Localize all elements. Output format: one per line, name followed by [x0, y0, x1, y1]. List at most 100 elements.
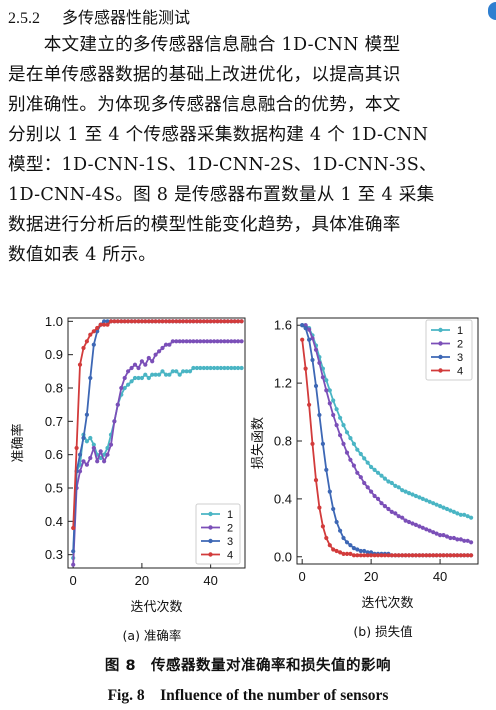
data-point: [383, 504, 387, 508]
section-heading: 2.5.2 多传感器性能测试: [8, 4, 190, 28]
data-point: [133, 363, 137, 367]
data-point: [359, 475, 363, 479]
x-axis-label: 迭代次数: [361, 595, 413, 611]
y-tick-label: 1.6: [274, 318, 292, 333]
data-point: [92, 329, 96, 333]
data-point: [341, 442, 345, 446]
data-point: [379, 474, 383, 478]
data-point: [345, 451, 349, 455]
x-tick-label: 0: [70, 573, 77, 588]
data-point: [324, 388, 328, 392]
data-point: [300, 338, 304, 342]
legend-marker: [438, 341, 442, 345]
data-point: [130, 379, 134, 383]
data-point: [188, 369, 192, 373]
data-point: [324, 536, 328, 540]
x-tick-label: 20: [364, 569, 378, 584]
data-point: [386, 507, 390, 511]
data-point: [348, 436, 352, 440]
data-point: [95, 326, 99, 330]
y-tick-label: 0.3: [45, 547, 63, 562]
data-point: [321, 442, 325, 446]
y-tick-label: 0.7: [45, 414, 63, 429]
data-point: [324, 468, 328, 472]
data-point: [99, 449, 103, 453]
legend-label: 3: [457, 352, 463, 364]
data-point: [143, 373, 147, 377]
paragraph-line: 数值如表 4 所示。: [8, 240, 490, 270]
data-point: [119, 386, 123, 390]
data-point: [126, 383, 130, 387]
data-point: [81, 436, 85, 440]
data-point: [359, 452, 363, 456]
section-title: 多传感器性能测试: [62, 8, 190, 27]
y-tick-label: 1.2: [274, 376, 292, 391]
legend-marker: [208, 512, 212, 516]
y-tick-label: 0.5: [45, 481, 63, 496]
data-point: [469, 540, 473, 544]
data-point: [355, 448, 359, 452]
data-point: [400, 516, 404, 520]
data-point: [317, 361, 321, 365]
data-point: [317, 506, 321, 510]
legend-marker: [208, 539, 212, 543]
data-point: [328, 543, 332, 547]
data-point: [150, 359, 154, 363]
data-point: [300, 323, 304, 327]
paragraph-line: 本文建立的多传感器信息融合 1D-CNN 模型: [8, 30, 490, 60]
legend-label: 4: [227, 550, 233, 562]
data-point: [95, 459, 99, 463]
y-tick-label: 0.6: [45, 447, 63, 462]
data-point: [240, 339, 244, 343]
paragraph-line: 是在单传感器数据的基础上改进优化，以提高其识: [8, 60, 490, 90]
body-paragraph: 本文建立的多传感器信息融合 1D-CNN 模型 是在单传感器数据的基础上改进优化…: [8, 30, 490, 270]
y-axis-label: 准确率: [10, 423, 26, 462]
data-point: [341, 536, 345, 540]
data-point: [321, 524, 325, 528]
data-point: [348, 543, 352, 547]
data-point: [321, 375, 325, 379]
data-point: [85, 413, 89, 417]
data-point: [78, 363, 82, 367]
y-tick-label: 0.9: [45, 347, 63, 362]
data-point: [143, 363, 147, 367]
legend-label: 1: [457, 325, 463, 337]
paragraph-line: 数据进行分析后的模型性能变化趋势，具体准确率: [8, 210, 490, 240]
data-point: [105, 323, 109, 327]
data-point: [352, 464, 356, 468]
data-point: [71, 563, 75, 567]
x-tick-label: 20: [135, 573, 149, 588]
y-tick-label: 0.4: [274, 491, 292, 506]
y-tick-label: 0.8: [45, 381, 63, 396]
data-point: [126, 369, 130, 373]
data-point: [314, 348, 318, 352]
page-edge-tab[interactable]: [488, 2, 496, 20]
data-point: [112, 419, 116, 423]
data-point: [240, 366, 244, 370]
data-point: [383, 477, 387, 481]
data-point: [345, 540, 349, 544]
legend-label: 4: [457, 366, 463, 378]
data-point: [147, 376, 151, 380]
data-point: [157, 349, 161, 353]
data-point: [88, 456, 92, 460]
paragraph-line: 别准确性。为体现多传感器信息融合的优势，本文: [8, 90, 490, 120]
data-point: [366, 485, 370, 489]
legend-label: 3: [227, 536, 233, 548]
y-tick-label: 1.0: [45, 314, 63, 329]
data-point: [397, 485, 401, 489]
data-point: [78, 453, 82, 457]
data-point: [369, 465, 373, 469]
y-tick-label: 0.8: [274, 434, 292, 449]
data-point: [335, 520, 339, 524]
data-point: [469, 553, 473, 557]
paragraph-line: 1D-CNN-4S。图 8 是传感器布置数量从 1 至 4 采集: [8, 180, 490, 210]
figure-caption-en: Fig. 8 Influence of the number of sensor…: [0, 683, 496, 705]
x-tick-label: 0: [299, 569, 306, 584]
data-point: [109, 443, 113, 447]
data-point: [140, 359, 144, 363]
data-point: [178, 373, 182, 377]
legend-marker: [438, 368, 442, 372]
paragraph-line: 模型：1D-CNN-1S、1D-CNN-2S、1D-CNN-3S、: [8, 150, 490, 180]
data-point: [105, 453, 109, 457]
